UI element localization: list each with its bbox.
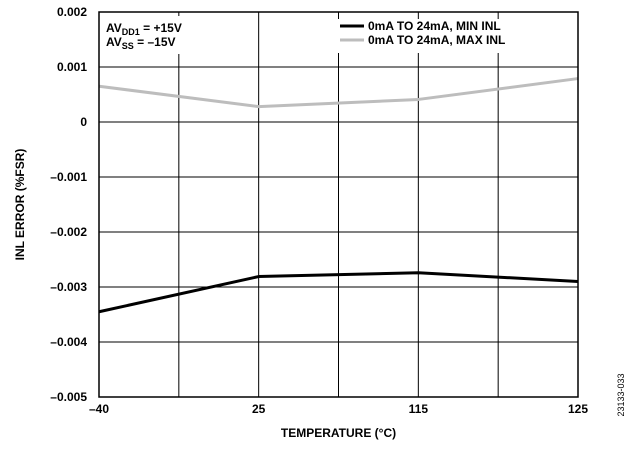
grid-lines bbox=[99, 11, 578, 398]
x-tick-label: 115 bbox=[409, 402, 429, 416]
legend-background bbox=[335, 19, 575, 53]
series-line-1 bbox=[98, 77, 579, 109]
x-tick-label: 125 bbox=[568, 402, 588, 416]
x-tick-label: –40 bbox=[89, 402, 109, 416]
supply-voltage-label: AVDD1 = +15V bbox=[106, 21, 182, 37]
y-tick-label: –0.005 bbox=[50, 390, 87, 404]
x-tick-label: 25 bbox=[252, 402, 266, 416]
figure-code: 23133-033 bbox=[616, 373, 626, 416]
y-tick-label: –0.003 bbox=[50, 280, 87, 294]
y-tick-label: –0.001 bbox=[50, 170, 87, 184]
legend-entry: 0mA TO 24mA, MAX INL bbox=[368, 33, 505, 47]
series-line-0 bbox=[98, 271, 579, 314]
annotation-background bbox=[102, 16, 222, 54]
y-tick-label: –0.002 bbox=[50, 225, 87, 239]
legend-entry: 0mA TO 24mA, MIN INL bbox=[368, 19, 501, 33]
y-tick-label: –0.004 bbox=[50, 335, 87, 349]
y-tick-label: 0.001 bbox=[57, 60, 87, 74]
y-tick-label: 0 bbox=[80, 115, 87, 129]
plot-frame bbox=[98, 11, 579, 398]
y-tick-label: 0.002 bbox=[57, 5, 87, 19]
supply-voltage-label: AVSS = –15V bbox=[106, 35, 176, 51]
y-axis-title: INL ERROR (%FSR) bbox=[13, 149, 27, 261]
x-axis-title: TEMPERATURE (°C) bbox=[281, 426, 396, 440]
y-tick-labels: 0.002 0.001 0 –0.001 –0.002 –0.003 –0.004 –0.00… bbox=[50, 5, 87, 404]
x-tick-labels: –40 25 115 125 bbox=[89, 402, 588, 416]
